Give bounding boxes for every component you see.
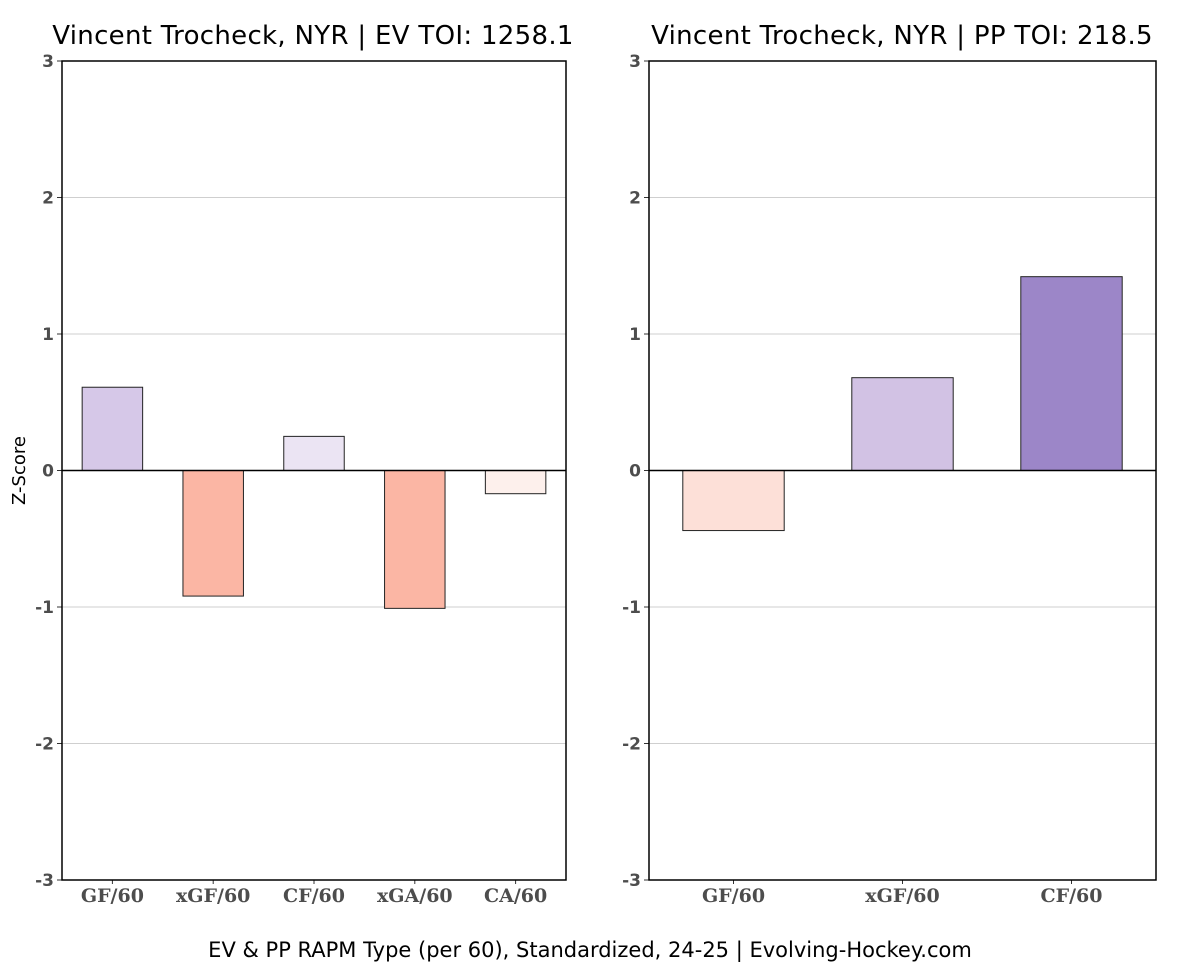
panel-title: Vincent Trocheck, NYR | PP TOI: 218.5: [651, 21, 1153, 51]
chart-panel-1: Vincent Trocheck, NYR | EV TOI: 1258.13 2…: [9, 21, 573, 907]
y-tick-label: 1: [629, 325, 641, 345]
x-tick-label: CA/60: [484, 885, 547, 907]
y-tick-label: -2: [35, 735, 54, 755]
x-tick-label: GF/60: [702, 885, 765, 907]
y-tick-label: -3: [622, 871, 641, 891]
bar-gf-60: [682, 470, 785, 532]
plot-frame: [648, 60, 1157, 881]
bar-xgf-60: [851, 377, 954, 471]
plot-frame: [61, 60, 567, 881]
y-tick-label: 2: [42, 189, 54, 209]
y-tick-label: -1: [35, 598, 54, 618]
figure-caption: EV & PP RAPM Type (per 60), Standardized…: [208, 938, 972, 963]
bar-ca-60: [484, 470, 547, 495]
x-tick-label: xGF/60: [865, 885, 939, 907]
bar-xga-60: [384, 470, 446, 609]
y-tick-label: 0: [629, 462, 641, 482]
y-tick-label: -2: [622, 735, 641, 755]
y-tick-label: -3: [35, 871, 54, 891]
x-tick-label: CF/60: [283, 885, 345, 907]
y-tick-label: 1: [42, 325, 54, 345]
x-tick-label: xGF/60: [176, 885, 250, 907]
y-axis-label: Z-Score: [9, 436, 30, 505]
chart-panel-2: Vincent Trocheck, NYR | PP TOI: 218.5 3 2 1…: [622, 21, 1157, 907]
y-tick-label: 2: [629, 189, 641, 209]
bar-gf-60: [81, 386, 144, 471]
y-tick-label: -1: [622, 598, 641, 618]
panel-title: Vincent Trocheck, NYR | EV TOI: 1258.1: [52, 21, 573, 51]
y-tick-label: 0: [42, 462, 54, 482]
x-tick-label: CF/60: [1041, 885, 1103, 907]
x-tick-label: GF/60: [81, 885, 144, 907]
bar-cf-60: [1020, 276, 1123, 472]
bar-xgf-60: [182, 470, 244, 597]
y-tick-label: 3: [42, 52, 54, 72]
bar-cf-60: [283, 435, 345, 471]
y-tick-label: 3: [629, 52, 641, 72]
x-tick-label: xGA/60: [377, 885, 453, 907]
